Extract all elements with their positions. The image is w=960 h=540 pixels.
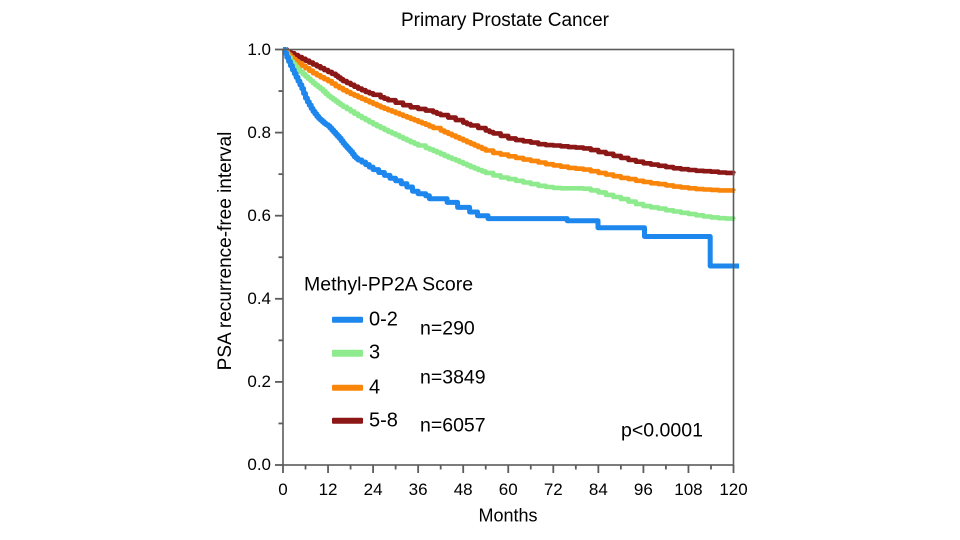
n-label: n=6057 xyxy=(420,414,486,437)
x-tick-label: 120 xyxy=(719,480,748,499)
y-tick-label: 0.6 xyxy=(247,205,271,225)
legend-swatch-3 xyxy=(331,350,363,357)
legend-label-3: 3 xyxy=(369,341,381,364)
legend-swatch-0-2 xyxy=(331,316,363,323)
y-tick-label: 1.0 xyxy=(247,39,271,59)
curve-score-0-2 xyxy=(282,47,740,269)
x-tick-label: 48 xyxy=(453,480,473,499)
y-tick-label: 0.2 xyxy=(247,371,271,391)
x-tick-label: 72 xyxy=(543,480,563,499)
y-tick-label: 0.4 xyxy=(247,288,271,308)
x-tick-label: 84 xyxy=(588,480,608,499)
curve-score-3 xyxy=(283,47,736,222)
x-tick-label: 24 xyxy=(363,480,383,499)
legend-swatch-5-8 xyxy=(331,417,363,425)
y-axis-title: PSA recurrence-free interval xyxy=(215,131,236,371)
legend-label-0-2: 0-2 xyxy=(369,308,398,331)
x-tick-label: 108 xyxy=(674,480,703,499)
n-label: n=3849 xyxy=(420,366,486,388)
x-tick-label: 36 xyxy=(408,480,428,499)
legend-title: Methyl-PP2A Score xyxy=(304,273,474,296)
p-value: p<0.0001 xyxy=(621,419,703,442)
n-label: n=290 xyxy=(420,317,475,340)
x-axis-title: Months xyxy=(478,505,538,526)
chart-title: Primary Prostate Cancer xyxy=(400,10,610,31)
legend-label-4: 4 xyxy=(369,376,381,399)
curve-score-5-8 xyxy=(283,47,736,176)
legend-swatch-4 xyxy=(331,384,363,391)
legend-label-5-8: 5-8 xyxy=(369,409,398,432)
x-tick-label: 12 xyxy=(318,480,338,499)
x-tick-label: 60 xyxy=(498,480,518,499)
x-tick-label: 96 xyxy=(633,480,653,499)
axis-ticks xyxy=(275,48,735,473)
y-tick-label: 0.0 xyxy=(247,455,271,474)
curve-score-4 xyxy=(283,47,736,194)
y-tick-label: 0.8 xyxy=(247,122,271,142)
survival-curves xyxy=(282,47,740,269)
x-tick-label: 0 xyxy=(278,480,288,499)
plot-border xyxy=(282,48,735,466)
